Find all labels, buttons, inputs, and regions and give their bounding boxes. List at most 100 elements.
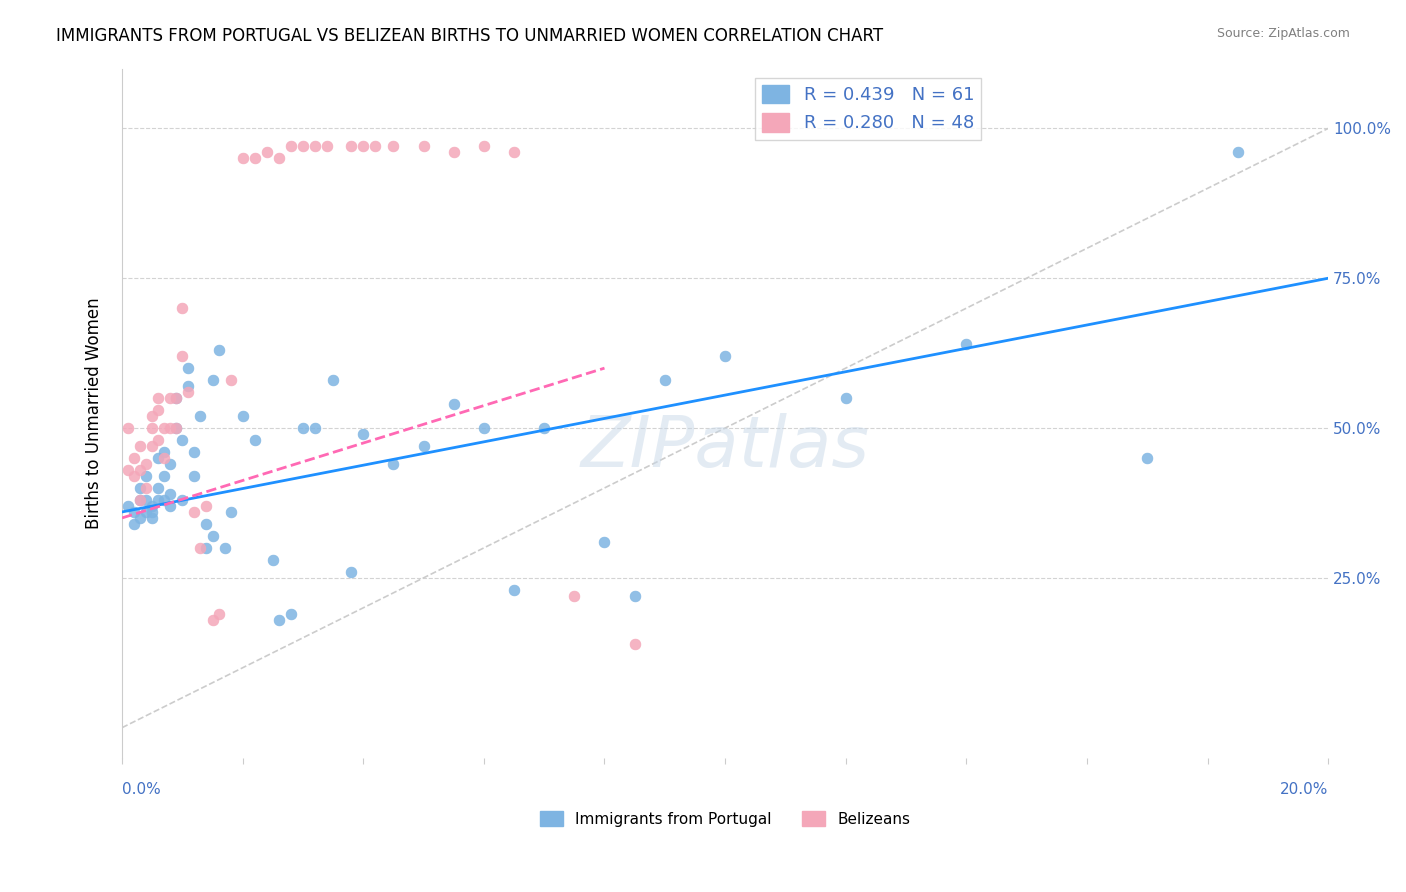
Point (443, 145, 465, 160)
Point (129, 511, 152, 525)
Point (219, 373, 242, 387)
Point (593, 535, 616, 549)
Point (117, 421, 139, 435)
Point (177, 379, 200, 393)
Text: 20.0%: 20.0% (1279, 781, 1329, 797)
Point (117, 499, 139, 513)
Point (148, 391, 170, 405)
Point (129, 492, 152, 507)
Point (165, 391, 187, 405)
Point (316, 139, 339, 153)
Point (834, 391, 856, 405)
Point (190, 409, 212, 423)
Point (135, 481, 157, 495)
Point (291, 421, 314, 435)
Point (195, 516, 218, 531)
Point (304, 139, 326, 153)
Point (159, 487, 181, 501)
Point (172, 492, 194, 507)
Point (232, 152, 254, 166)
Point (412, 439, 434, 453)
Point (267, 152, 290, 166)
Point (243, 433, 266, 447)
Point (219, 505, 242, 519)
Point (153, 469, 176, 483)
Point (714, 349, 737, 363)
Point (352, 139, 374, 153)
Point (201, 529, 224, 543)
Point (165, 421, 187, 435)
Point (135, 505, 157, 519)
Point (382, 457, 405, 471)
Point (412, 139, 434, 153)
Point (1136, 450, 1159, 465)
Point (183, 445, 205, 459)
Point (304, 421, 326, 435)
Point (122, 450, 145, 465)
Point (183, 505, 205, 519)
Point (232, 409, 254, 423)
Point (141, 511, 163, 525)
Point (322, 373, 344, 387)
Point (280, 139, 302, 153)
Point (159, 499, 181, 513)
Text: 0.0%: 0.0% (122, 781, 160, 797)
Point (153, 492, 176, 507)
Point (340, 565, 363, 579)
Point (364, 139, 387, 153)
Point (141, 421, 163, 435)
Y-axis label: Births to Unmarried Women: Births to Unmarried Women (86, 297, 103, 529)
Point (148, 450, 170, 465)
Point (148, 492, 170, 507)
Point (177, 361, 200, 376)
Point (135, 492, 157, 507)
Point (195, 499, 218, 513)
Point (503, 145, 526, 160)
Point (135, 469, 157, 483)
Point (443, 397, 465, 411)
Point (201, 613, 224, 627)
Point (117, 463, 139, 477)
Point (623, 589, 645, 603)
Point (122, 469, 145, 483)
Point (190, 541, 212, 555)
Point (214, 541, 236, 555)
Point (623, 637, 645, 651)
Point (122, 516, 145, 531)
Point (159, 457, 181, 471)
Text: Source: ZipAtlas.com: Source: ZipAtlas.com (1216, 27, 1350, 40)
Point (165, 391, 187, 405)
Point (472, 139, 495, 153)
Point (382, 139, 405, 153)
Point (201, 373, 224, 387)
Point (148, 403, 170, 417)
Point (562, 589, 585, 603)
Point (172, 433, 194, 447)
Point (340, 139, 363, 153)
Point (177, 385, 200, 400)
Point (955, 337, 977, 351)
Point (1226, 145, 1249, 160)
Point (148, 481, 170, 495)
Point (207, 607, 229, 621)
Point (172, 301, 194, 316)
Point (262, 553, 284, 567)
Point (352, 427, 374, 442)
Point (172, 349, 194, 363)
Point (654, 373, 676, 387)
Point (195, 541, 218, 555)
Point (148, 433, 170, 447)
Point (129, 492, 152, 507)
Text: IMMIGRANTS FROM PORTUGAL VS BELIZEAN BIRTHS TO UNMARRIED WOMEN CORRELATION CHART: IMMIGRANTS FROM PORTUGAL VS BELIZEAN BIR… (56, 27, 883, 45)
Point (141, 439, 163, 453)
Point (153, 450, 176, 465)
Point (153, 445, 176, 459)
Point (129, 439, 152, 453)
Point (207, 343, 229, 358)
Legend: Immigrants from Portugal, Belizeans: Immigrants from Portugal, Belizeans (534, 805, 917, 832)
Point (129, 463, 152, 477)
Point (141, 499, 163, 513)
Point (256, 145, 278, 160)
Point (280, 607, 302, 621)
Point (267, 613, 290, 627)
